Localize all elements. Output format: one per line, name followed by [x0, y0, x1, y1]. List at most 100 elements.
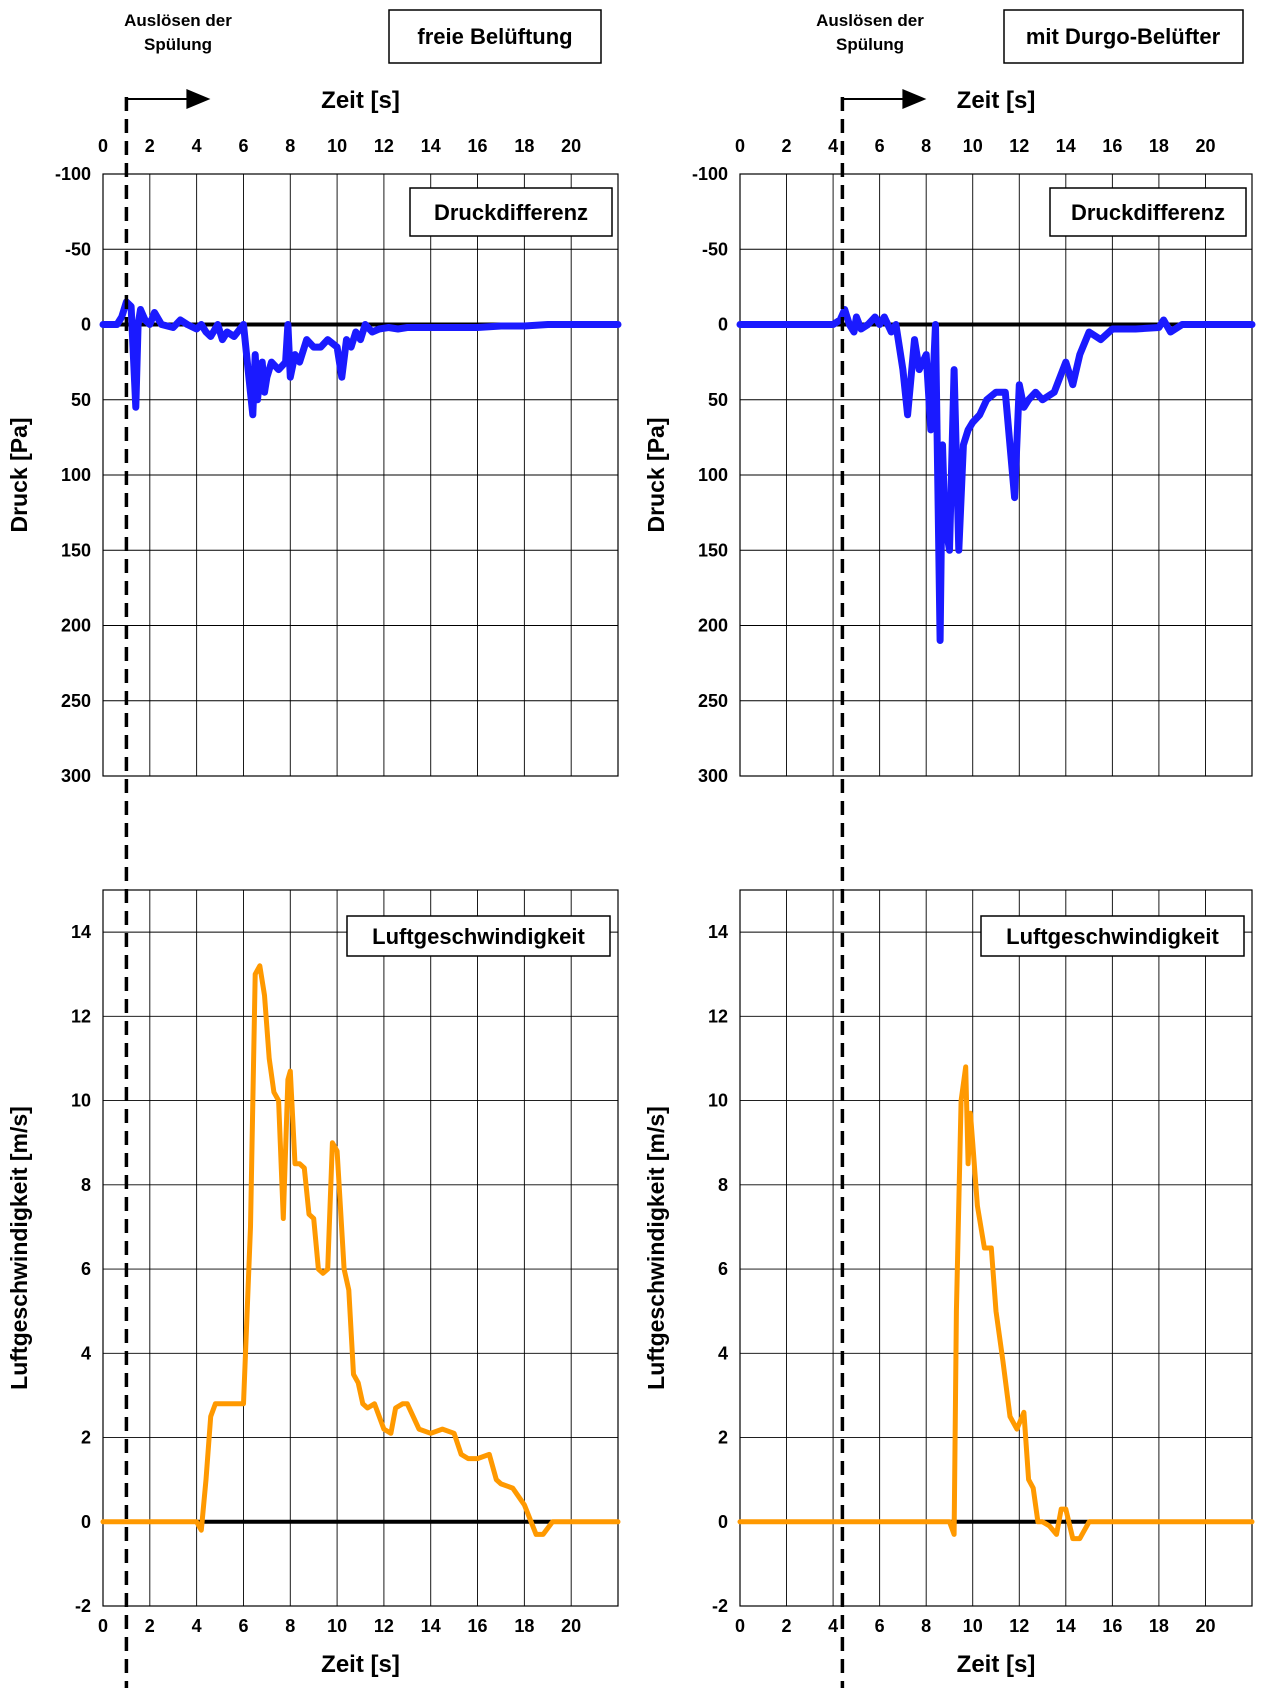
x-axis-label: Zeit [s] [321, 87, 400, 114]
y-tick-label: 0 [718, 315, 728, 335]
title-box-right [1003, 9, 1244, 64]
y-tick-label: 200 [698, 616, 728, 636]
chart-title-box [980, 915, 1245, 957]
trigger-label-right-line1: Auslösen der [816, 11, 924, 30]
x-tick-label: 18 [1149, 136, 1169, 156]
y-tick-label: 0 [718, 1512, 728, 1532]
x-tick-label: 14 [421, 136, 441, 156]
trigger-label-left-line1: Auslösen der [124, 11, 232, 30]
chart-title-box [1049, 187, 1247, 237]
x-tick-label: 2 [782, 1616, 792, 1636]
x-tick-label: 14 [1056, 1616, 1076, 1636]
x-tick-label: 8 [921, 136, 931, 156]
y-tick-label: 12 [708, 1006, 728, 1026]
x-tick-label: 4 [828, 1616, 838, 1636]
y-tick-label: 300 [698, 766, 728, 786]
series-line [736, 306, 1256, 644]
x-tick-label: 12 [374, 1616, 394, 1636]
plot-frame [739, 889, 1253, 1607]
x-axis-label: Zeit [s] [957, 1651, 1036, 1678]
trigger-label-left-line2: Spülung [144, 35, 212, 54]
y-tick-label: 0 [81, 315, 91, 335]
y-tick-label: 4 [81, 1343, 91, 1363]
y-tick-label: 150 [698, 540, 728, 560]
x-tick-label: 8 [285, 136, 295, 156]
x-axis-label: Zeit [s] [321, 1651, 400, 1678]
x-tick-label: 14 [1056, 136, 1076, 156]
x-tick-label: 20 [1195, 136, 1215, 156]
y-tick-label: 6 [718, 1259, 728, 1279]
x-tick-label: 0 [98, 1616, 108, 1636]
y-tick-label: 14 [71, 922, 91, 942]
y-tick-label: 100 [61, 465, 91, 485]
chart-right-pressure: 0 2 4 6 8 10 12 14 16 18 20 -100 -50 0 50 100 150 200 250 3… [643, 87, 1256, 786]
y-tick-label: 10 [708, 1091, 728, 1111]
x-tick-label: 18 [514, 1616, 534, 1636]
x-tick-label: 12 [374, 136, 394, 156]
x-tick-label: 20 [1195, 1616, 1215, 1636]
y-tick-label: 2 [718, 1428, 728, 1448]
x-tick-label: 0 [98, 136, 108, 156]
plot-frame [102, 889, 619, 1607]
series-line [737, 1064, 1255, 1542]
y-tick-label: 100 [698, 465, 728, 485]
x-tick-label: 18 [514, 136, 534, 156]
y-tick-label: -100 [55, 164, 91, 184]
x-tick-label: 4 [828, 136, 838, 156]
x-tick-label: 18 [1149, 1616, 1169, 1636]
x-tick-label: 14 [421, 1616, 441, 1636]
x-tick-label: 8 [921, 1616, 931, 1636]
chart-title-box [409, 187, 613, 237]
x-tick-label: 20 [561, 1616, 581, 1636]
y-axis-label: Druck [Pa] [643, 417, 669, 532]
y-tick-label: -100 [692, 164, 728, 184]
chart-title: Druckdifferenz [1071, 200, 1225, 225]
trigger-arrow-head [186, 89, 211, 109]
y-axis-label: Druck [Pa] [6, 417, 32, 532]
y-tick-label: -50 [702, 239, 728, 259]
y-tick-label: -2 [712, 1596, 728, 1616]
x-tick-label: 6 [238, 136, 248, 156]
y-tick-label: 8 [81, 1175, 91, 1195]
x-tick-label: 6 [875, 1616, 885, 1636]
trigger-markers [124, 89, 927, 1688]
y-tick-label: -50 [65, 239, 91, 259]
y-tick-label: -2 [75, 1596, 91, 1616]
title-box-left-text: freie Belüftung [417, 24, 572, 49]
y-tick-label: 12 [71, 1006, 91, 1026]
y-axis-label: Luftgeschwindigkeit [m/s] [643, 1106, 669, 1390]
chart-left-pressure: 0 2 4 6 8 10 12 14 16 18 20 -100 -50 0 50 100 150 200 250 3… [6, 87, 622, 786]
x-tick-label: 8 [285, 1616, 295, 1636]
x-axis-label: Zeit [s] [957, 87, 1036, 114]
series-line [99, 298, 622, 419]
y-tick-label: 6 [81, 1259, 91, 1279]
trigger-arrow-head [902, 89, 927, 109]
y-tick-label: 14 [708, 922, 728, 942]
x-tick-label: 6 [238, 1616, 248, 1636]
x-tick-label: 0 [735, 136, 745, 156]
y-tick-label: 4 [718, 1343, 728, 1363]
series-line [100, 963, 621, 1537]
x-tick-label: 10 [327, 1616, 347, 1636]
x-tick-label: 16 [1102, 136, 1122, 156]
y-tick-label: 150 [61, 540, 91, 560]
x-tick-label: 16 [468, 1616, 488, 1636]
y-tick-label: 250 [698, 691, 728, 711]
y-tick-label: 250 [61, 691, 91, 711]
chart-title-box [346, 915, 611, 957]
x-tick-label: 2 [145, 1616, 155, 1636]
x-tick-label: 10 [963, 1616, 983, 1636]
y-tick-label: 2 [81, 1428, 91, 1448]
title-box-right-text: mit Durgo-Belüfter [1026, 24, 1221, 49]
x-tick-label: 16 [1102, 1616, 1122, 1636]
y-tick-label: 200 [61, 616, 91, 636]
x-tick-label: 12 [1009, 136, 1029, 156]
y-tick-label: 10 [71, 1091, 91, 1111]
x-tick-label: 2 [782, 136, 792, 156]
title-box-left [388, 9, 602, 64]
x-tick-label: 16 [468, 136, 488, 156]
y-tick-label: 0 [81, 1512, 91, 1532]
x-tick-label: 10 [963, 136, 983, 156]
x-tick-label: 20 [561, 136, 581, 156]
